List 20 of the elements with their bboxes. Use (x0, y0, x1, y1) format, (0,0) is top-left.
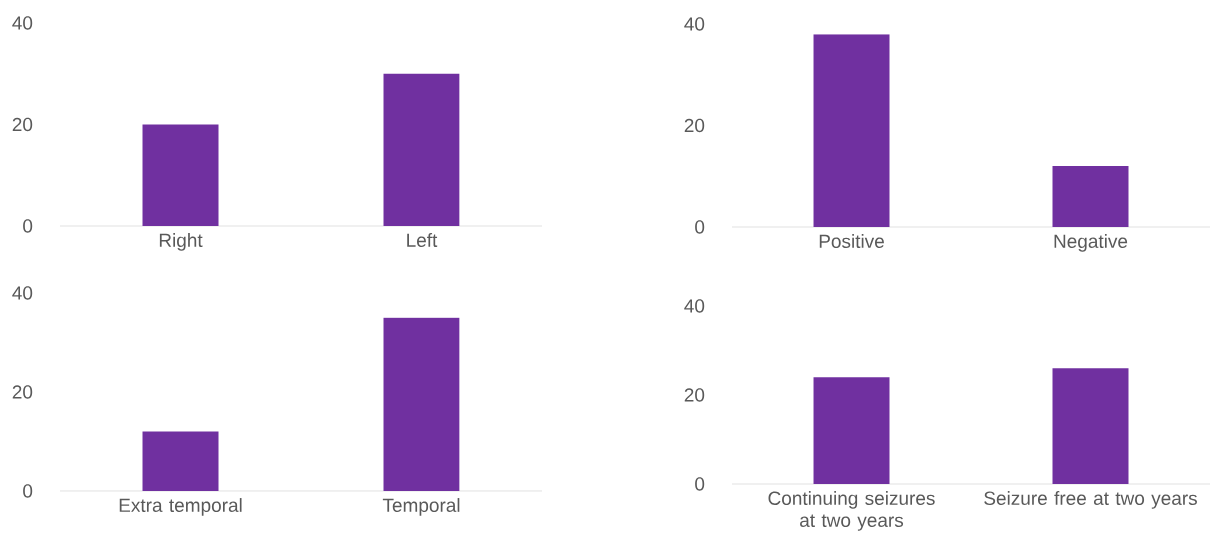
y-tick-label: 20 (684, 118, 705, 133)
y-tick-label: 0 (23, 484, 33, 498)
y-tick-label: 40 (684, 17, 705, 31)
x-tick-label: Left (407, 233, 438, 247)
y-tick-label: 40 (12, 16, 33, 30)
y-tick-label: 20 (684, 388, 705, 402)
x-tick-label: Negative (1054, 234, 1128, 252)
x-tick-label: Positive (819, 234, 884, 249)
x-tick-label: Right (159, 233, 203, 251)
y-tick-label: 40 (684, 299, 705, 313)
y-tick-label: 40 (12, 286, 33, 300)
y-tick-label: 20 (12, 117, 33, 132)
y-tick-label: 0 (23, 219, 33, 233)
x-tick-label: Continuing seizures at two years (768, 491, 935, 531)
x-tick-label: Seizure free at two years (984, 491, 1197, 509)
y-tick-label: 0 (695, 477, 705, 491)
x-tick-label: Temporal (382, 498, 460, 516)
y-tick-label: 20 (12, 385, 33, 399)
y-tick-label: 0 (695, 220, 705, 234)
x-tick-label: Extra temporal (119, 498, 242, 516)
